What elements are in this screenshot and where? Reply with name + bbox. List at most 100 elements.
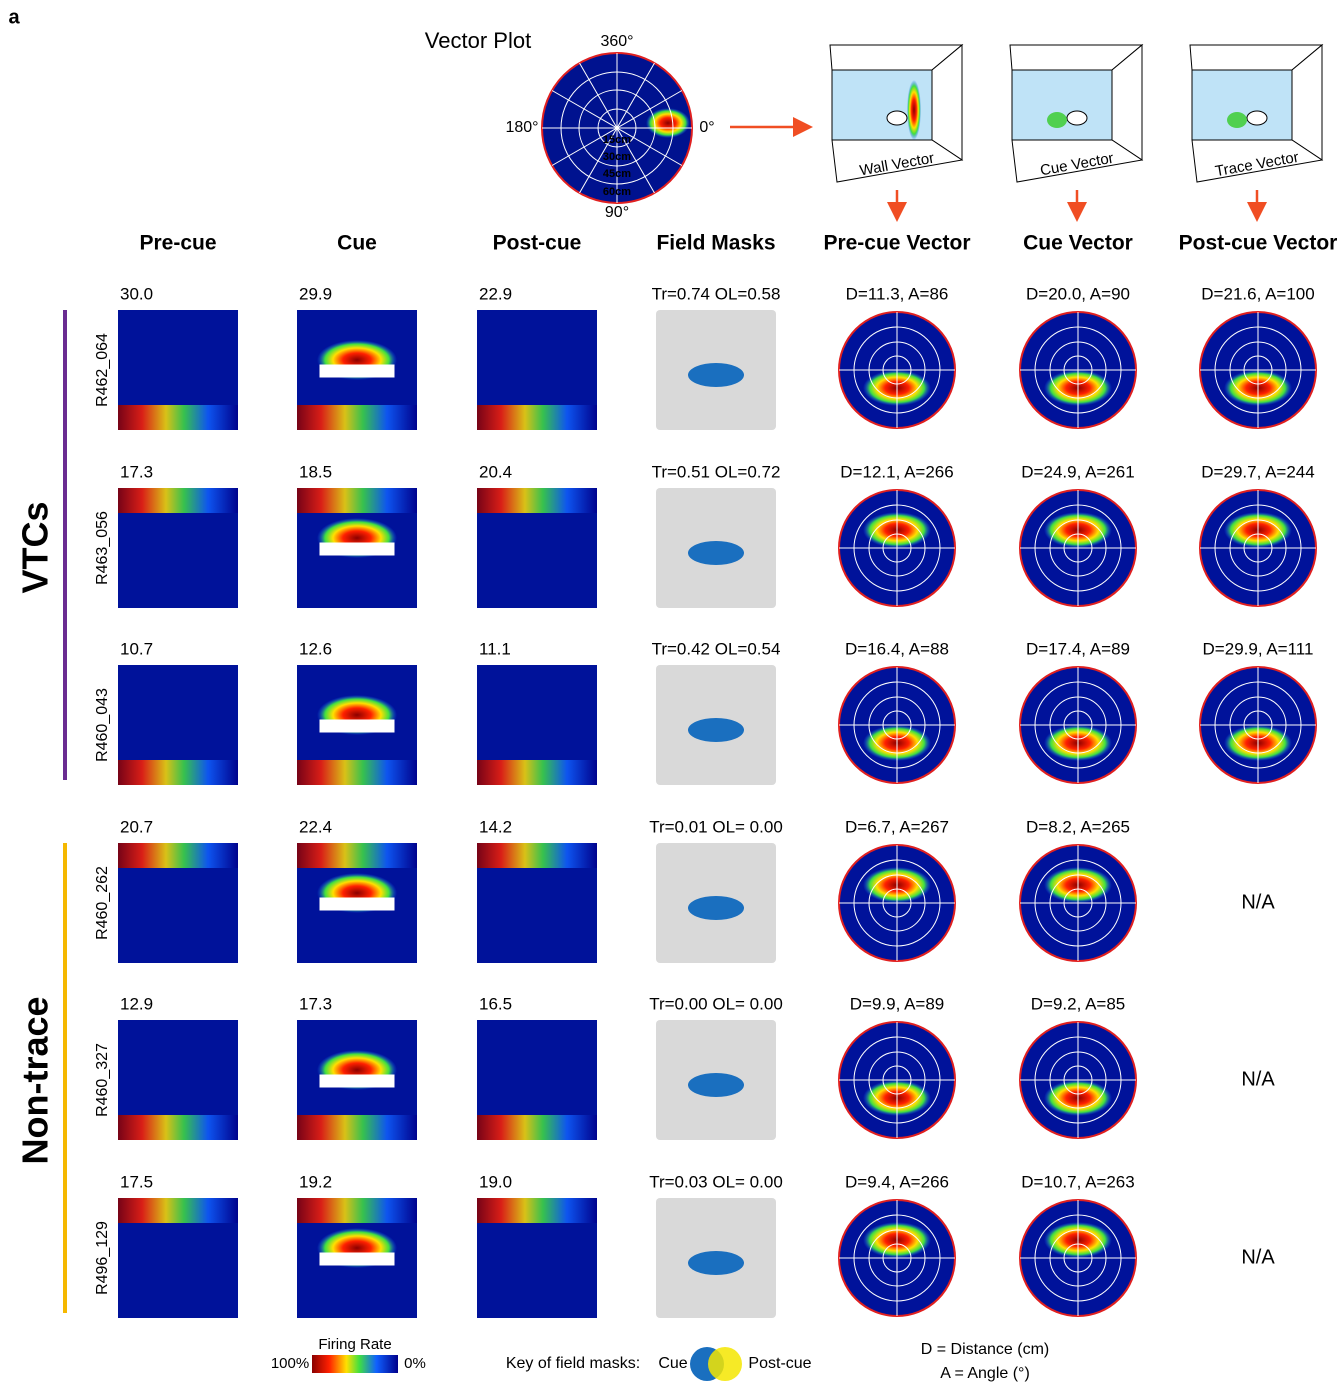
- peak-rate: 22.4: [299, 817, 332, 836]
- label: 30cm: [603, 151, 631, 163]
- peak-rate: 17.3: [120, 462, 153, 481]
- vector-stats: D=6.7, A=267: [845, 817, 949, 836]
- vector-stats: D=9.4, A=266: [845, 1172, 949, 1191]
- na: N/A: [1241, 1068, 1275, 1090]
- label: Post-cue: [748, 1355, 811, 1372]
- peak-rate: 30.0: [120, 284, 153, 303]
- rate-band: [118, 405, 238, 430]
- label: 360°: [600, 33, 633, 50]
- cue-field: [1227, 112, 1247, 128]
- label: Cue: [337, 232, 377, 255]
- label: 180°: [505, 119, 538, 136]
- cue-field: [1047, 112, 1067, 128]
- mask-stats: Tr=0.01 OL= 0.00: [649, 817, 783, 836]
- cell-id: R463_056: [94, 511, 111, 585]
- cell-id: R460_043: [94, 688, 111, 762]
- mask-cue: [688, 541, 744, 565]
- label: 60cm: [603, 186, 631, 198]
- vector-stats: D=21.6, A=100: [1201, 284, 1314, 303]
- cell-id: R460_327: [94, 1043, 111, 1117]
- rat: [1066, 110, 1088, 126]
- rat: [1246, 110, 1268, 126]
- rate-band: [118, 760, 238, 785]
- field-blob: [646, 108, 690, 138]
- box-front: [831, 139, 964, 183]
- group-label: Non-trace: [15, 996, 56, 1164]
- peak-rate: 17.5: [120, 1172, 153, 1191]
- label: Post-cue: [493, 232, 582, 255]
- rate-band: [118, 1115, 238, 1140]
- vector-stats: D=16.4, A=88: [845, 639, 949, 658]
- mask-cue: [688, 1073, 744, 1097]
- vector-stats: D=17.4, A=89: [1026, 639, 1130, 658]
- vector-stats: D=9.2, A=85: [1031, 994, 1126, 1013]
- vector-stats: D=24.9, A=261: [1021, 462, 1134, 481]
- key-post: [708, 1347, 742, 1381]
- rate-band: [118, 488, 238, 513]
- label: Cue Vector: [1023, 232, 1133, 255]
- mask-stats: Tr=0.51 OL=0.72: [652, 462, 781, 481]
- polar-spoke: [551, 90, 683, 166]
- peak-rate: 18.5: [299, 462, 332, 481]
- rate-band: [477, 488, 597, 513]
- peak-rate: 12.9: [120, 994, 153, 1013]
- rate-band: [118, 843, 238, 868]
- cue-object: [319, 1074, 395, 1088]
- peak-rate: 17.3: [299, 994, 332, 1013]
- colorbar: [312, 1355, 398, 1373]
- cell-id: R496_129: [94, 1221, 111, 1295]
- cell-id: R460_262: [94, 866, 111, 940]
- rate-band: [297, 843, 417, 868]
- label: Firing Rate: [318, 1336, 391, 1353]
- rate-band: [297, 1115, 417, 1140]
- peak-rate: 10.7: [120, 639, 153, 658]
- label: 45cm: [603, 168, 631, 180]
- rate-band: [477, 1115, 597, 1140]
- schematic: Wall Vector: [829, 43, 964, 183]
- label: 90°: [605, 204, 629, 221]
- box-front: [1191, 139, 1324, 183]
- cell-id: R462_064: [94, 333, 111, 407]
- cue-object: [319, 897, 395, 911]
- rat: [886, 110, 908, 126]
- cue-object: [319, 364, 395, 378]
- rate-band: [297, 760, 417, 785]
- rate-band: [477, 1198, 597, 1223]
- vector-stats: D=12.1, A=266: [840, 462, 953, 481]
- rate-band: [118, 1198, 238, 1223]
- label: Vector Plot: [425, 28, 531, 53]
- rate-band: [297, 1198, 417, 1223]
- cue-object: [319, 1252, 395, 1266]
- rate-band: [477, 405, 597, 430]
- label: Pre-cue Vector: [823, 232, 970, 255]
- mask-cue: [688, 896, 744, 920]
- mask-cue: [688, 363, 744, 387]
- mask-stats: Tr=0.74 OL=0.58: [652, 284, 781, 303]
- cue-object: [319, 542, 395, 556]
- rate-band: [477, 843, 597, 868]
- peak-rate: 22.9: [479, 284, 512, 303]
- vector-stats: D=9.9, A=89: [850, 994, 945, 1013]
- peak-rate: 14.2: [479, 817, 512, 836]
- vector-stats: D=20.0, A=90: [1026, 284, 1130, 303]
- mask-cue: [688, 1251, 744, 1275]
- box-front: [1011, 139, 1144, 183]
- label: Post-cue Vector: [1179, 232, 1338, 255]
- na: N/A: [1241, 1246, 1275, 1268]
- peak-rate: 29.9: [299, 284, 332, 303]
- box-floor: [1011, 69, 1113, 141]
- label: Cue: [658, 1355, 687, 1372]
- rate-band: [477, 760, 597, 785]
- peak-rate: 12.6: [299, 639, 332, 658]
- label: A = Angle (°): [940, 1365, 1030, 1382]
- group-label: VTCs: [15, 501, 56, 593]
- peak-rate: 11.1: [479, 639, 511, 658]
- rate-band: [297, 405, 417, 430]
- schematic: Cue Vector: [1009, 43, 1144, 183]
- label: 0%: [404, 1355, 426, 1372]
- box-floor: [1191, 69, 1293, 141]
- label: Field Masks: [656, 232, 775, 255]
- peak-rate: 19.0: [479, 1172, 512, 1191]
- mask-stats: Tr=0.03 OL= 0.00: [649, 1172, 783, 1191]
- vector-stats: D=11.3, A=86: [846, 284, 949, 303]
